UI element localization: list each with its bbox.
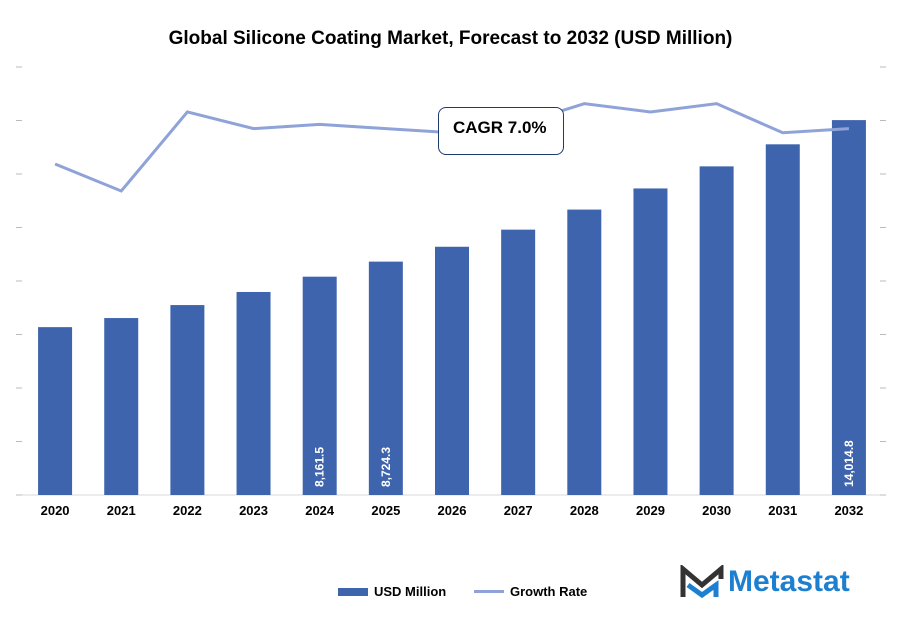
bar-2020 (38, 327, 73, 495)
x-tick-label: 2020 (41, 503, 70, 518)
bar-2026 (435, 246, 469, 495)
bar-2032 (831, 120, 866, 496)
x-tick-label: 2030 (702, 503, 731, 518)
bar-2031 (765, 144, 800, 495)
bar-2024 (302, 276, 337, 495)
bar-2030 (699, 166, 734, 495)
x-tick-label: 2024 (305, 503, 335, 518)
bar-2029 (633, 188, 668, 495)
bar-2025 (368, 261, 403, 495)
x-tick-label: 2026 (438, 503, 467, 518)
bar-2023 (236, 291, 271, 495)
metastat-logo: Metastat (680, 565, 850, 599)
data-label: 8,724.3 (379, 447, 393, 487)
legend-label: USD Million (374, 584, 447, 599)
legend-usd-million: USD Million (338, 584, 446, 599)
bar-2028 (567, 209, 602, 495)
legend-label: Growth Rate (510, 584, 588, 599)
chart-title: Global Silicone Coating Market, Forecast… (168, 28, 733, 49)
x-tick-label: 2032 (834, 503, 863, 518)
bar-2027 (501, 229, 536, 495)
bar-2022 (170, 305, 205, 495)
x-tick-label: 2021 (107, 503, 136, 518)
legend-growth-rate: Growth Rate (474, 584, 587, 599)
data-label: 8,161.5 (313, 447, 327, 487)
x-tick-label: 2028 (570, 503, 599, 518)
x-tick-label: 2023 (239, 503, 268, 518)
x-tick-label: 2022 (173, 503, 202, 518)
legend-bar-swatch (338, 587, 368, 596)
x-tick-label: 2031 (768, 503, 797, 518)
logo-m-icon (680, 565, 724, 599)
logo-text: Metastat (728, 565, 850, 598)
legend-line-swatch (474, 590, 504, 593)
data-label: 14,014.8 (842, 440, 856, 487)
x-tick-label: 2029 (636, 503, 665, 518)
x-tick-label: 2025 (371, 503, 400, 518)
cagr-annotation: CAGR 7.0% (438, 107, 564, 155)
x-tick-label: 2027 (504, 503, 533, 518)
bar-2021 (104, 318, 139, 495)
